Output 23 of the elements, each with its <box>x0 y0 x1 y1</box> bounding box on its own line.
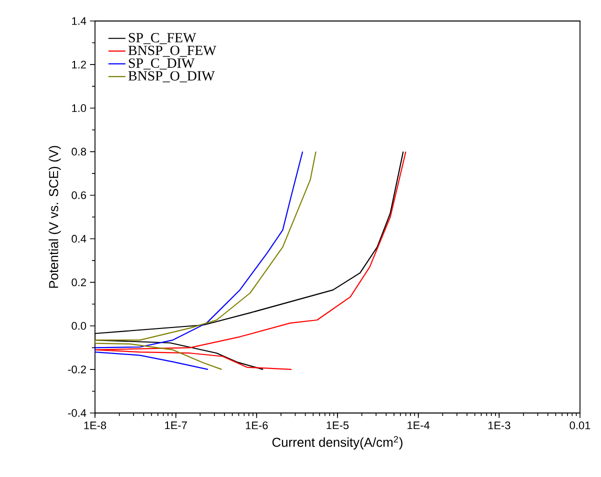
x-tick-label: 0.01 <box>570 422 590 430</box>
x-tick-label: 1E-3 <box>488 422 510 430</box>
y-tick-label: -0.2 <box>68 366 86 374</box>
legend-label: BNSP_O_DIW <box>128 71 215 82</box>
y-tick-label: -0.4 <box>68 409 86 417</box>
y-tick-label: 1.2 <box>72 60 86 68</box>
legend-label: BNSP_O_FEW <box>128 46 216 57</box>
y-tick-label: 0.4 <box>72 234 86 243</box>
y-tick-label: 0.8 <box>72 148 86 156</box>
y-axis-title: Potential (V vs. SCE) (V) <box>48 146 61 288</box>
y-tick-label: 1.0 <box>72 104 86 112</box>
x-tick-label: 1E-8 <box>84 422 106 430</box>
legend-label: SP_C_FEW <box>128 33 196 44</box>
x-tick-label: 1E-4 <box>408 422 430 430</box>
y-tick-label: 0.2 <box>72 278 86 286</box>
x-tick-label: 1E-7 <box>165 422 187 430</box>
y-tick-label: 1.4 <box>72 17 86 25</box>
x-tick-label: 1E-5 <box>326 422 349 430</box>
y-tick-label: 0.6 <box>72 191 86 200</box>
x-axis-title: Current density(A/cm$^{2}$) <box>272 436 402 450</box>
legend-label: SP_C_DIW <box>128 58 195 70</box>
y-tick-label: 0.0 <box>72 322 86 330</box>
x-tick-label: 1E-6 <box>246 422 268 430</box>
